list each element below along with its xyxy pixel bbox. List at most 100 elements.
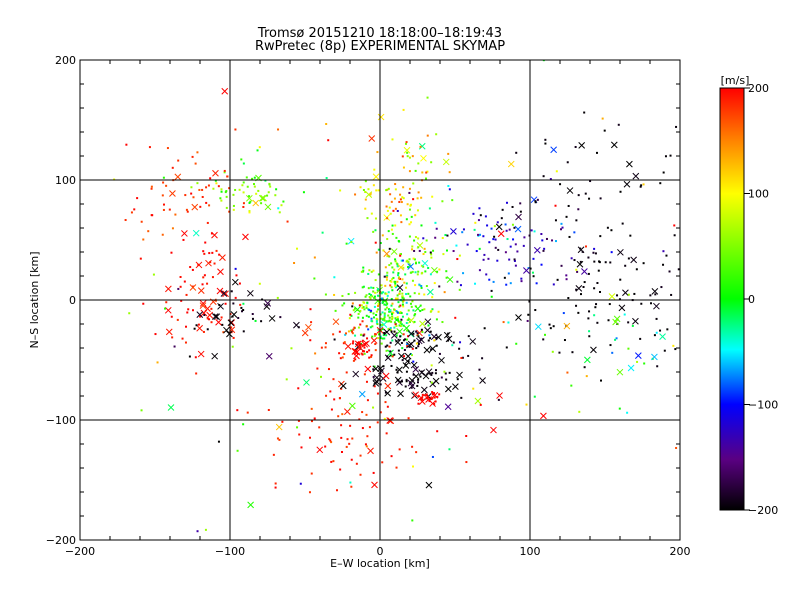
data-point bbox=[258, 282, 261, 285]
data-point bbox=[574, 145, 577, 148]
data-point-cross bbox=[212, 169, 219, 177]
data-point bbox=[406, 203, 409, 206]
data-point bbox=[383, 312, 386, 315]
data-point bbox=[408, 235, 411, 238]
data-point bbox=[357, 326, 360, 329]
data-point bbox=[398, 321, 401, 324]
data-point bbox=[225, 190, 228, 193]
data-point bbox=[593, 247, 596, 250]
data-point bbox=[627, 257, 630, 260]
data-point bbox=[508, 228, 511, 231]
data-point bbox=[246, 411, 249, 414]
data-point bbox=[362, 188, 365, 191]
data-point bbox=[401, 278, 404, 281]
data-point bbox=[202, 330, 205, 333]
data-point bbox=[394, 317, 397, 320]
data-point-cross bbox=[496, 392, 503, 399]
data-point bbox=[394, 284, 397, 287]
data-point bbox=[642, 183, 645, 186]
data-point-cross bbox=[627, 364, 635, 372]
data-point-cross bbox=[197, 350, 205, 358]
data-point bbox=[232, 208, 235, 211]
data-point bbox=[361, 353, 364, 356]
data-point-cross bbox=[576, 260, 584, 268]
data-point bbox=[397, 274, 400, 277]
data-point bbox=[412, 257, 415, 260]
data-point-cross bbox=[577, 246, 585, 254]
data-point bbox=[161, 233, 164, 236]
data-point-cross bbox=[189, 284, 197, 291]
data-point bbox=[368, 292, 371, 295]
data-point bbox=[601, 117, 604, 120]
data-point bbox=[390, 297, 393, 300]
data-point bbox=[484, 215, 487, 218]
data-point bbox=[555, 170, 558, 173]
data-point bbox=[675, 446, 678, 449]
data-point bbox=[376, 289, 379, 292]
data-point bbox=[386, 405, 389, 408]
data-point bbox=[372, 184, 375, 187]
data-point bbox=[252, 183, 255, 186]
data-point bbox=[359, 473, 362, 476]
data-point-cross bbox=[220, 290, 228, 297]
data-point bbox=[401, 380, 404, 383]
data-point-cross bbox=[363, 340, 370, 347]
data-point bbox=[384, 284, 387, 287]
data-point bbox=[381, 323, 384, 326]
data-point bbox=[242, 202, 245, 205]
data-point bbox=[381, 297, 384, 300]
data-point bbox=[407, 318, 410, 321]
data-point bbox=[361, 286, 364, 289]
data-point bbox=[383, 303, 386, 306]
data-point bbox=[208, 318, 211, 321]
data-point bbox=[385, 276, 388, 279]
data-point bbox=[302, 191, 305, 194]
data-point bbox=[392, 308, 395, 311]
data-point bbox=[404, 338, 407, 341]
data-point bbox=[435, 336, 438, 339]
data-point bbox=[374, 343, 377, 346]
data-point bbox=[382, 300, 385, 303]
data-point-cross bbox=[221, 87, 229, 95]
data-point bbox=[627, 347, 630, 350]
data-point bbox=[188, 355, 191, 358]
data-point bbox=[399, 254, 402, 257]
y-tick-label: −200 bbox=[46, 534, 76, 547]
data-point bbox=[379, 242, 382, 245]
data-point bbox=[406, 343, 409, 346]
data-point-cross bbox=[425, 481, 433, 489]
data-point bbox=[408, 191, 411, 194]
data-point bbox=[401, 315, 404, 318]
data-point bbox=[242, 205, 245, 208]
data-point bbox=[610, 251, 613, 254]
data-point bbox=[431, 195, 434, 198]
data-point bbox=[435, 344, 438, 347]
data-point bbox=[390, 200, 393, 203]
data-point bbox=[376, 392, 379, 395]
data-point bbox=[366, 399, 369, 402]
data-point bbox=[403, 355, 406, 358]
data-point bbox=[366, 217, 369, 220]
data-point bbox=[623, 313, 626, 316]
data-point bbox=[619, 190, 622, 193]
data-point bbox=[438, 285, 441, 288]
data-point bbox=[396, 311, 399, 314]
data-point bbox=[438, 352, 441, 355]
data-point bbox=[640, 302, 643, 305]
data-point bbox=[173, 345, 176, 348]
data-point bbox=[372, 230, 375, 233]
data-point bbox=[299, 482, 302, 485]
data-point bbox=[366, 337, 369, 340]
data-point bbox=[370, 270, 373, 273]
data-point bbox=[675, 125, 678, 128]
data-point bbox=[511, 223, 514, 226]
data-point-cross bbox=[626, 160, 633, 168]
data-point bbox=[413, 339, 416, 342]
data-point bbox=[232, 204, 235, 207]
data-point bbox=[341, 304, 344, 307]
data-point bbox=[276, 437, 279, 440]
data-point bbox=[377, 288, 380, 291]
data-point-cross bbox=[406, 341, 413, 349]
data-point bbox=[554, 219, 557, 222]
data-point bbox=[514, 264, 517, 267]
